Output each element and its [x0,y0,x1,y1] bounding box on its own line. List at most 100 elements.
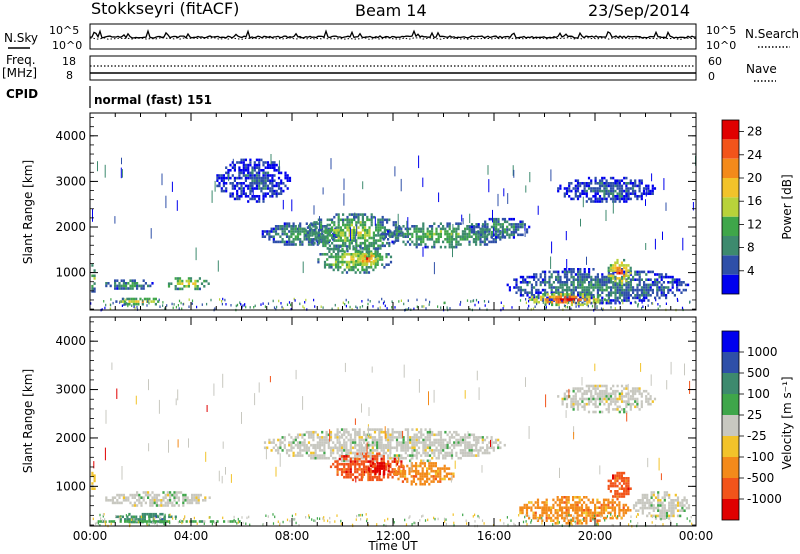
data-cell [136,493,139,497]
data-cell [337,228,340,232]
data-cell [680,291,683,294]
data-cell [526,230,529,234]
data-cell [326,231,329,235]
data-cell [479,446,482,450]
data-cell [603,281,606,284]
data-cell [506,220,509,224]
data-cell [550,511,553,515]
data-cell [274,449,278,452]
data-cell [415,475,418,478]
data-cell [457,227,460,231]
data-cell [565,498,568,502]
data-cell [578,522,581,525]
data-cell [627,392,630,396]
data-cell [131,284,134,288]
data-cell [260,182,263,185]
data-cell [594,410,597,414]
data-cell [91,482,94,485]
speckle-point [322,306,324,309]
data-cell [342,228,345,232]
data-cell [381,241,384,245]
data-cell [579,286,582,289]
data-cell [620,408,624,411]
data-cell [336,451,339,455]
data-cell [357,244,360,248]
data-cell [551,293,554,296]
data-cell [488,232,491,236]
data-cell [362,441,366,444]
data-cell [367,467,370,470]
data-cell [337,226,340,229]
data-cell [455,451,458,455]
data-cell [475,223,478,226]
data-cell [650,501,653,505]
data-cell [368,241,371,245]
data-cell [468,235,471,238]
data-cell [333,221,336,224]
data-cell [592,195,595,198]
data-cell [273,189,276,193]
data-cell [409,441,412,444]
data-cell [591,501,595,504]
speckle-point [90,302,92,305]
data-cell [614,402,617,406]
data-cell [574,286,577,289]
data-cell [385,255,388,259]
data-cell [279,225,282,228]
data-cell [612,189,615,193]
data-cell [260,158,263,162]
data-cell [421,462,424,465]
data-cell [497,217,500,221]
data-cell [358,465,361,469]
data-cell [345,468,348,471]
data-cell [550,275,553,279]
data-cell [590,275,593,279]
data-cell [343,428,346,431]
data-cell [598,392,602,396]
data-cell [634,273,637,276]
data-cell [255,195,258,198]
data-cell [367,443,370,447]
data-cell [616,495,619,498]
data-cell [389,462,392,466]
data-cell [296,441,300,444]
data-cell [679,514,682,518]
data-cell [610,286,613,289]
data-cell [623,492,626,496]
data-cell [316,441,319,444]
data-cell [565,509,568,512]
data-cell [598,506,601,509]
data-cell [557,281,560,284]
speckle-point [425,298,427,302]
data-cell [236,161,239,164]
data-cell [294,238,297,241]
data-cell [299,243,302,246]
data-cell [646,514,649,518]
data-cell [603,197,606,201]
data-cell [448,222,451,225]
data-cell [638,392,641,396]
data-cell [361,221,364,224]
data-cell [304,228,307,232]
data-cell [528,506,531,509]
data-cell [598,187,602,190]
data-cell [175,501,178,505]
data-cell [379,244,382,248]
data-cell [371,465,374,469]
speckle-point [123,297,125,301]
data-cell [236,192,239,195]
data-cell [620,197,624,201]
data-cell [341,255,344,259]
data-cell [255,158,258,162]
data-cell [391,232,394,236]
data-cell [322,236,325,240]
speckle-point [474,303,476,307]
data-cell [537,288,540,292]
data-cell [565,389,569,393]
data-cell [288,443,291,447]
data-cell [268,441,271,444]
data-cell [544,288,547,292]
data-cell [409,446,412,450]
data-cell [410,469,413,473]
data-cell [629,283,632,287]
